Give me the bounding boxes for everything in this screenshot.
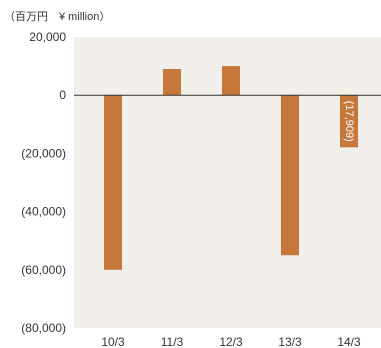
y-tick-label: (40,000) bbox=[21, 205, 66, 219]
y-tick-label: (20,000) bbox=[21, 146, 66, 160]
bar-data-label: (17,909) bbox=[343, 101, 355, 142]
bar-14/3 bbox=[340, 95, 358, 148]
x-tick-label: 11/3 bbox=[161, 335, 184, 348]
y-tick-label: (60,000) bbox=[21, 263, 66, 277]
y-tick-label: 20,000 bbox=[29, 30, 66, 44]
x-tick-label: 14/3 bbox=[337, 335, 361, 348]
bar-13/3 bbox=[281, 95, 299, 256]
x-tick-label: 12/3 bbox=[219, 335, 243, 348]
bar-data-labels: (17,909) bbox=[343, 101, 355, 142]
bar-12/3 bbox=[222, 66, 240, 96]
x-tick-label: 13/3 bbox=[278, 335, 302, 348]
y-tick-label: (80,000) bbox=[21, 321, 66, 335]
x-axis-tick-labels: 10/3 11/3 12/3 13/3 14/3 bbox=[101, 335, 361, 348]
y-axis-tick-labels: 20,000 0 (20,000) (40,000) (60,000) (80,000) bbox=[21, 30, 66, 335]
unit-label: （百万円 ¥ million） bbox=[4, 10, 110, 23]
bar-10/3 bbox=[104, 95, 122, 270]
bars bbox=[104, 66, 358, 270]
x-tick-label: 10/3 bbox=[101, 335, 125, 348]
bar-11/3 bbox=[163, 69, 181, 96]
y-tick-label: 0 bbox=[59, 88, 66, 102]
